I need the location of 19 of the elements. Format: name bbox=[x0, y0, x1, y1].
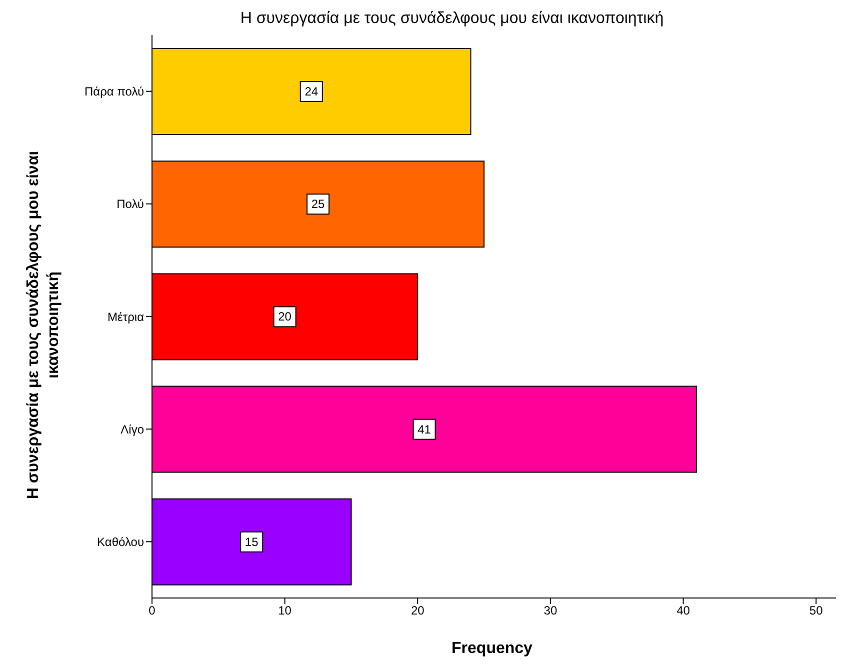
x-tick-label: 50 bbox=[809, 604, 824, 618]
x-tick-label: 30 bbox=[544, 604, 558, 618]
x-axis-title: Frequency bbox=[450, 640, 534, 658]
x-tick-label: 20 bbox=[410, 604, 425, 618]
data-label: 41 bbox=[418, 422, 432, 436]
data-label: 25 bbox=[311, 197, 326, 212]
y-tick-label: Πολύ bbox=[116, 197, 144, 212]
data-label: 24 bbox=[304, 84, 318, 99]
x-tick-label: 0 bbox=[148, 604, 156, 618]
data-label: 20 bbox=[278, 310, 292, 324]
chart-title: Η συνεργασία με τους συνάδελφους μου είναι ικανοποιητική bbox=[239, 10, 665, 28]
x-tick-label: 10 bbox=[278, 604, 292, 618]
y-tick-label: Καθόλου bbox=[97, 534, 144, 549]
y-tick-label: Πάρα πολύ bbox=[84, 84, 144, 99]
data-label: 15 bbox=[244, 534, 259, 549]
y-tick-label: Μέτρια bbox=[107, 310, 144, 324]
x-tick-label: 40 bbox=[676, 604, 690, 618]
y-axis-title: Η συνεργασία με τους συνάδελφους μου είναι ικανοποιητική bbox=[24, 150, 63, 502]
y-tick-label: Λίγο bbox=[120, 422, 144, 436]
